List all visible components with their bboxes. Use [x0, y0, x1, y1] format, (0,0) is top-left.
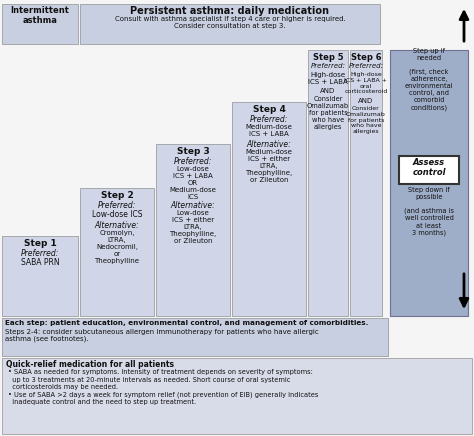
Text: Low-dose
ICS + either
LTRA,
Theophylline,
or Zileuton: Low-dose ICS + either LTRA, Theophylline…: [169, 210, 217, 244]
Text: SABA PRN: SABA PRN: [21, 258, 59, 267]
Text: Alternative:: Alternative:: [246, 140, 292, 149]
Text: • Use of SABA >2 days a week for symptom relief (not prevention of EIB) generall: • Use of SABA >2 days a week for symptom…: [8, 391, 319, 405]
Text: Persistent asthma: daily medication: Persistent asthma: daily medication: [130, 6, 329, 16]
Text: High-dose
ICS + LABA +
oral
corticosteroid: High-dose ICS + LABA + oral corticostero…: [344, 72, 388, 95]
Text: Low-dose ICS: Low-dose ICS: [92, 210, 142, 219]
Text: Preferred:: Preferred:: [310, 63, 346, 69]
Bar: [390, 50, 468, 316]
Text: Each step: patient education, environmental control, and management of comorbidi: Each step: patient education, environmen…: [5, 320, 368, 326]
Text: Preferred:: Preferred:: [21, 249, 59, 258]
Bar: [80, 188, 154, 316]
Text: Consider
Omalizumab
for patients
who have
allergies: Consider Omalizumab for patients who hav…: [307, 96, 349, 130]
Text: Medium-dose
ICS + either
LTRA,
Theophylline,
or Zileuton: Medium-dose ICS + either LTRA, Theophyll…: [246, 149, 292, 183]
Text: Cromolyn,
LTRA,
Nedocromil,
or
Theophylline: Cromolyn, LTRA, Nedocromil, or Theophyll…: [94, 230, 139, 264]
Bar: [2, 236, 78, 316]
Text: Low-dose
ICS + LABA
OR
Medium-dose
ICS: Low-dose ICS + LABA OR Medium-dose ICS: [170, 166, 217, 200]
Bar: [156, 144, 230, 316]
Text: • SABA as needed for symptoms. Intensity of treatment depends on severity of sym: • SABA as needed for symptoms. Intensity…: [8, 369, 313, 390]
Text: Step down if
possible

(and asthma is
well controlled
at least
3 months): Step down if possible (and asthma is wel…: [404, 187, 454, 236]
Text: Step 5: Step 5: [313, 53, 343, 62]
Bar: [2, 318, 388, 356]
Bar: [2, 358, 472, 434]
Bar: [232, 102, 306, 316]
Text: Step 6: Step 6: [351, 53, 381, 62]
Bar: [308, 50, 348, 316]
Text: AND: AND: [358, 98, 374, 104]
Text: Consult with asthma specialist if step 4 care or higher is required.
Consider co: Consult with asthma specialist if step 4…: [115, 16, 346, 29]
Bar: [350, 50, 382, 316]
Text: Intermittent
asthma: Intermittent asthma: [10, 6, 69, 25]
Text: Preferred:: Preferred:: [174, 157, 212, 166]
Text: Step 1: Step 1: [24, 239, 56, 248]
Text: Preferred:: Preferred:: [348, 63, 383, 69]
Text: Preferred:: Preferred:: [250, 115, 288, 124]
Text: AND: AND: [320, 88, 336, 94]
Bar: [2, 4, 78, 44]
Text: Assess
control: Assess control: [412, 158, 446, 177]
Text: Step 4: Step 4: [253, 105, 285, 114]
Bar: [80, 4, 380, 44]
Text: Medium-dose
ICS + LABA: Medium-dose ICS + LABA: [246, 124, 292, 137]
Text: Step 2: Step 2: [100, 191, 133, 200]
Text: Step 3: Step 3: [177, 147, 210, 156]
Text: Quick-relief medication for all patients: Quick-relief medication for all patients: [6, 360, 174, 369]
Text: Consider
Omalizumab
for patients
who have
allergies: Consider Omalizumab for patients who hav…: [346, 106, 386, 134]
Bar: [399, 156, 459, 184]
Text: High-dose
ICS + LABA: High-dose ICS + LABA: [308, 72, 348, 85]
Text: Preferred:: Preferred:: [98, 201, 136, 210]
Text: Steps 2-4: consider subcutaneous allergen immunotherapy for patients who have al: Steps 2-4: consider subcutaneous allerge…: [5, 329, 319, 343]
Text: Alternative:: Alternative:: [95, 221, 139, 230]
Text: Step up if
needed

(first, check
adherence,
environmental
control, and
comorbid
: Step up if needed (first, check adherenc…: [405, 48, 453, 111]
Text: Alternative:: Alternative:: [171, 201, 215, 210]
